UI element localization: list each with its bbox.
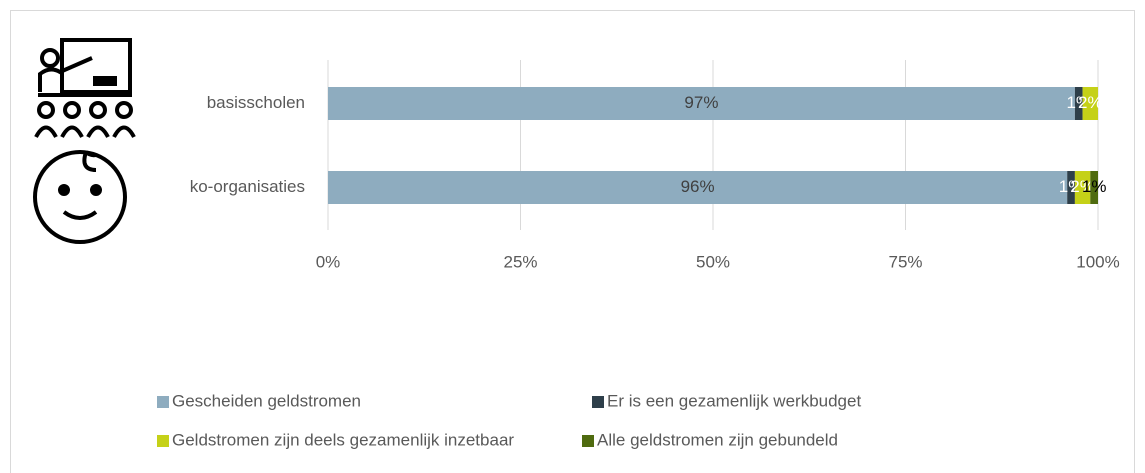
- x-tick-label: 25%: [503, 252, 537, 271]
- bar-segment: [1090, 171, 1098, 204]
- x-tick-label: 75%: [888, 252, 922, 271]
- data-label: 2%: [1078, 93, 1103, 112]
- bar-segment: [328, 171, 1068, 204]
- legend-label: Alle geldstromen zijn gebundeld: [597, 430, 838, 449]
- bar-segment: [1074, 171, 1091, 204]
- teacher-icon: [34, 38, 136, 138]
- legend-swatch: [157, 435, 169, 447]
- bar-segment: [328, 87, 1075, 120]
- bar-segment: [1082, 87, 1098, 120]
- x-tick-label: 0%: [316, 252, 341, 271]
- data-label: 2%: [1070, 177, 1095, 196]
- bar-segment: [1074, 87, 1083, 120]
- bar-segment: [1067, 171, 1075, 204]
- legend-swatch: [157, 396, 169, 408]
- legend-swatch: [592, 396, 604, 408]
- legend-label: Er is een gezamenlijk werkbudget: [607, 391, 861, 410]
- data-label: 96%: [681, 177, 715, 196]
- legend-label: Geldstromen zijn deels gezamenlijk inzet…: [172, 430, 514, 449]
- chart-frame: [10, 10, 1135, 473]
- data-label: 1%: [1082, 177, 1107, 196]
- x-tick-label: 100%: [1076, 252, 1119, 271]
- legend-swatch: [582, 435, 594, 447]
- category-label: basisscholen: [207, 93, 305, 112]
- data-label: 97%: [684, 93, 718, 112]
- x-tick-label: 50%: [696, 252, 730, 271]
- legend-label: Gescheiden geldstromen: [172, 391, 361, 410]
- category-label: ko-organisaties: [190, 177, 305, 196]
- baby-icon: [33, 150, 127, 244]
